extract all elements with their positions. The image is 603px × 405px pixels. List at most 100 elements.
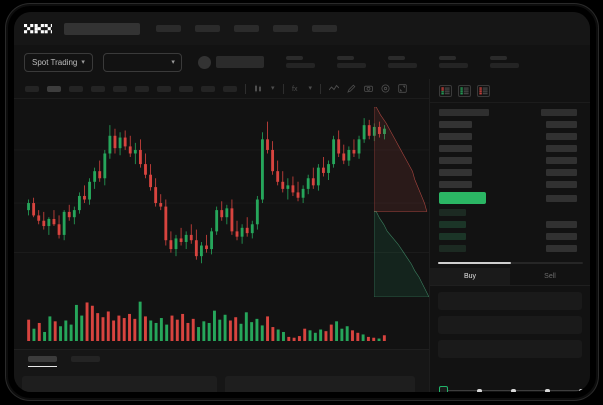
orders-tabs	[14, 350, 429, 367]
tab-sell[interactable]: Sell	[544, 273, 556, 280]
timeframe-button-9[interactable]	[223, 85, 237, 92]
settings-icon[interactable]	[381, 84, 390, 93]
order-field-2[interactable]	[438, 340, 582, 358]
nav-item-4[interactable]	[312, 25, 337, 32]
ticker-stat-4	[489, 56, 519, 68]
line-tool-icon[interactable]	[329, 84, 340, 93]
timeframe-button-3[interactable]	[91, 85, 105, 92]
right-column: Buy Sell	[429, 79, 590, 392]
search-input[interactable]	[64, 22, 140, 35]
bid-price	[439, 209, 466, 216]
chevron-down-icon: ▾	[81, 58, 85, 66]
timeframe-button-1[interactable]	[47, 85, 61, 92]
orderbook-column-headers	[430, 108, 590, 117]
orderbook-ask-row[interactable]	[430, 144, 590, 153]
market-depth-overlay	[374, 107, 429, 297]
toolbar-divider	[282, 83, 284, 94]
orderbook-asks-icon[interactable]	[477, 85, 490, 97]
timeframe-button-8[interactable]	[201, 85, 215, 92]
timeframe-button-6[interactable]	[157, 85, 171, 92]
orderbook-ask-row[interactable]	[430, 132, 590, 141]
toolbar-divider	[245, 83, 246, 94]
orderbook-bid-row[interactable]	[430, 232, 590, 241]
ticker-stats	[285, 56, 519, 68]
orders-row-1[interactable]	[225, 376, 415, 392]
pencil-icon[interactable]	[347, 84, 356, 93]
slider-stop-25[interactable]	[477, 388, 482, 392]
ticker-stat-label	[387, 56, 405, 60]
timeframe-button-7[interactable]	[179, 85, 193, 92]
orders-tab-0[interactable]	[28, 356, 57, 367]
slider-stop-75[interactable]	[545, 388, 550, 392]
ask-price	[439, 169, 472, 176]
ticker-bar: Spot Trading ▾ ▾	[14, 45, 590, 79]
bid-price	[439, 245, 466, 252]
trading-mode-select[interactable]: Spot Trading ▾	[24, 52, 93, 72]
timeframe-button-4[interactable]	[113, 85, 127, 92]
order-field-1[interactable]	[438, 316, 582, 334]
ask-amount	[546, 121, 577, 128]
nav-items	[156, 25, 337, 32]
price-candlestick-chart[interactable]	[14, 99, 429, 294]
chart-pane[interactable]	[14, 99, 429, 349]
svg-text:fx: fx	[292, 86, 298, 93]
orderbook-bids-icon[interactable]	[458, 85, 471, 97]
timeframe-button-2[interactable]	[69, 85, 83, 92]
bid-amount	[546, 233, 577, 240]
ticker-stat-label	[438, 56, 456, 60]
slider-handle[interactable]	[439, 386, 448, 392]
pair-avatar-icon	[197, 55, 211, 69]
orderbook-ask-row[interactable]	[430, 156, 590, 165]
tab-buy[interactable]: Buy	[430, 268, 510, 285]
ticker-stat-value	[387, 63, 417, 68]
orders-panel	[14, 349, 429, 392]
okx-logo[interactable]	[24, 23, 52, 34]
orderbook-scrollbar[interactable]	[438, 262, 583, 264]
chevron-down-icon: ▾	[171, 58, 175, 66]
fullscreen-icon[interactable]	[398, 84, 407, 93]
nav-item-2[interactable]	[234, 25, 259, 32]
ask-amount	[546, 157, 577, 164]
orderbook-bid-row[interactable]	[430, 208, 590, 217]
ask-price	[439, 133, 472, 140]
nav-item-0[interactable]	[156, 25, 181, 32]
slider-stop-50[interactable]	[511, 388, 516, 392]
ticker-stat-label	[489, 56, 507, 60]
device-frame: Spot Trading ▾ ▾	[8, 6, 596, 398]
indicator-icon[interactable]: fx	[292, 84, 301, 93]
ticker-stat-label	[285, 56, 303, 60]
ask-price	[439, 181, 472, 188]
orderbook-both-icon[interactable]	[439, 85, 452, 97]
orderbook-ask-row[interactable]	[430, 168, 590, 177]
orderbook-scrollbar-thumb[interactable]	[438, 262, 511, 264]
orderbook-ask-row[interactable]	[430, 120, 590, 129]
orders-row-0[interactable]	[22, 376, 217, 392]
candlestick-icon[interactable]	[254, 84, 263, 93]
orderbook-bid-row[interactable]	[430, 220, 590, 229]
amount-slider[interactable]	[439, 386, 585, 392]
ticker-stat-1	[336, 56, 366, 68]
ticker-stat-value	[489, 63, 519, 68]
camera-icon[interactable]	[364, 84, 373, 93]
bid-amount	[546, 221, 577, 228]
pair-info	[197, 55, 264, 69]
bid-price	[439, 233, 466, 240]
orderbook-header-amount	[541, 109, 577, 116]
order-form	[430, 286, 590, 392]
chevron-down-icon[interactable]: ▾	[271, 85, 275, 92]
orders-tab-1[interactable]	[71, 356, 100, 367]
order-field-0[interactable]	[438, 292, 582, 310]
slider-stop-100[interactable]	[579, 388, 584, 392]
chevron-down-icon[interactable]: ▾	[308, 85, 313, 92]
timeframe-button-5[interactable]	[135, 85, 149, 92]
nav-item-1[interactable]	[195, 25, 220, 32]
trading-mode-label: Spot Trading	[32, 57, 78, 67]
nav-item-3[interactable]	[273, 25, 298, 32]
orderbook-bid-row[interactable]	[430, 244, 590, 253]
pair-name[interactable]	[215, 56, 264, 68]
orderbook-ask-row[interactable]	[430, 180, 590, 189]
pair-select[interactable]: ▾	[102, 52, 182, 72]
timeframe-button-0[interactable]	[25, 85, 39, 92]
orderbook[interactable]	[430, 104, 590, 261]
last-price	[439, 192, 486, 204]
